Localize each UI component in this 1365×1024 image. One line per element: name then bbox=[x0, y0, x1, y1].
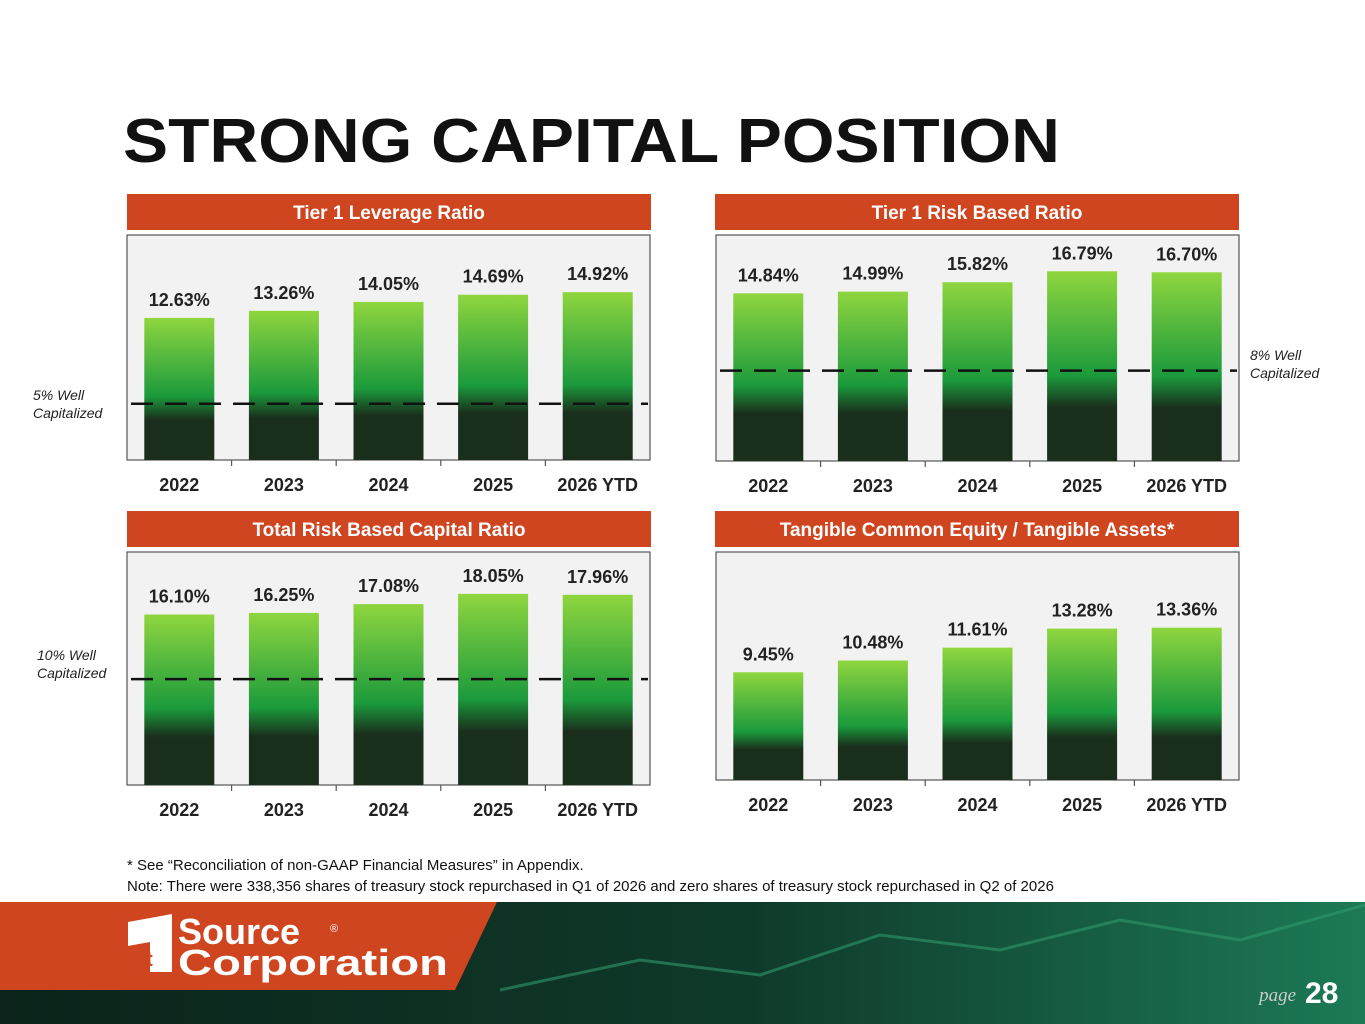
x-tick-label: 2022 bbox=[748, 476, 788, 496]
x-tick-label: 2024 bbox=[957, 476, 997, 496]
bar bbox=[837, 291, 908, 461]
bar bbox=[837, 660, 908, 780]
x-tick-label: 2025 bbox=[1062, 476, 1102, 496]
chart-title: Total Risk Based Capital Ratio bbox=[252, 520, 525, 541]
slide-title: STRONG CAPITAL POSITION bbox=[123, 107, 1060, 176]
value-label: 14.99% bbox=[842, 264, 903, 284]
value-label: 10.48% bbox=[842, 633, 903, 653]
threshold-label: Capitalized bbox=[37, 665, 107, 681]
x-tick-label: 2024 bbox=[957, 795, 997, 815]
x-tick-label: 2026 YTD bbox=[1146, 795, 1227, 815]
chart-title: Tangible Common Equity / Tangible Assets… bbox=[780, 520, 1175, 541]
x-tick-label: 2024 bbox=[368, 800, 408, 820]
x-tick-label: 2026 YTD bbox=[557, 800, 638, 820]
value-label: 14.84% bbox=[738, 265, 799, 285]
threshold-label: Capitalized bbox=[1250, 365, 1320, 381]
value-label: 13.36% bbox=[1156, 600, 1217, 620]
page-label: page bbox=[1257, 985, 1296, 1006]
value-label: 12.63% bbox=[149, 290, 210, 310]
bar bbox=[458, 593, 529, 785]
value-label: 13.28% bbox=[1052, 601, 1113, 621]
logo-shape bbox=[128, 914, 172, 972]
bar bbox=[562, 292, 633, 460]
x-tick-label: 2022 bbox=[159, 800, 199, 820]
x-tick-label: 2022 bbox=[159, 475, 199, 495]
page-number: 28 bbox=[1305, 977, 1338, 1010]
value-label: 16.70% bbox=[1156, 244, 1217, 264]
bar bbox=[733, 672, 804, 780]
footer-decor bbox=[499, 903, 1365, 992]
x-tick-label: 2025 bbox=[1062, 795, 1102, 815]
x-tick-label: 2026 YTD bbox=[557, 475, 638, 495]
chart-title: Tier 1 Leverage Ratio bbox=[293, 203, 485, 224]
x-tick-label: 2025 bbox=[473, 475, 513, 495]
threshold-label: Capitalized bbox=[33, 405, 103, 421]
value-label: 17.96% bbox=[567, 567, 628, 587]
bar bbox=[562, 594, 633, 785]
bar bbox=[248, 612, 319, 785]
bar bbox=[942, 647, 1013, 780]
x-tick-label: 2023 bbox=[264, 475, 304, 495]
x-tick-label: 2022 bbox=[748, 795, 788, 815]
bar bbox=[353, 604, 424, 785]
x-tick-label: 2023 bbox=[853, 795, 893, 815]
value-label: 14.69% bbox=[463, 267, 524, 287]
bar bbox=[1151, 627, 1222, 780]
footer-orange bbox=[0, 902, 497, 990]
value-label: 11.61% bbox=[947, 620, 1007, 640]
bar bbox=[458, 294, 529, 460]
footnote: Note: There were 338,356 shares of treas… bbox=[127, 878, 1054, 895]
x-tick-label: 2023 bbox=[264, 800, 304, 820]
x-tick-label: 2023 bbox=[853, 476, 893, 496]
value-label: 9.45% bbox=[743, 644, 794, 664]
bar bbox=[144, 614, 215, 785]
logo-suffix: st bbox=[135, 949, 153, 971]
bar bbox=[248, 310, 319, 460]
threshold-label: 8% Well bbox=[1250, 347, 1302, 363]
logo-top: Source bbox=[178, 911, 300, 952]
value-label: 14.92% bbox=[567, 264, 628, 284]
value-label: 15.82% bbox=[947, 254, 1008, 274]
value-label: 16.25% bbox=[253, 585, 314, 605]
x-tick-label: 2026 YTD bbox=[1146, 476, 1227, 496]
value-label: 17.08% bbox=[358, 576, 419, 596]
chart-header bbox=[127, 194, 651, 230]
value-label: 14.05% bbox=[358, 274, 419, 294]
chart-header bbox=[715, 511, 1239, 547]
value-label: 18.05% bbox=[463, 566, 524, 586]
logo-mark: ® bbox=[330, 923, 338, 935]
threshold-label: 5% Well bbox=[33, 387, 85, 403]
chart-header bbox=[127, 511, 651, 547]
logo-bottom: Corporation bbox=[178, 942, 448, 983]
bar bbox=[144, 317, 215, 460]
chart-title: Tier 1 Risk Based Ratio bbox=[872, 203, 1083, 224]
chart-header bbox=[715, 194, 1239, 230]
bar bbox=[353, 301, 424, 460]
value-label: 16.79% bbox=[1052, 243, 1113, 263]
value-label: 13.26% bbox=[253, 283, 314, 303]
bar bbox=[733, 293, 804, 461]
value-label: 16.10% bbox=[149, 586, 210, 606]
x-tick-label: 2024 bbox=[368, 475, 408, 495]
x-tick-label: 2025 bbox=[473, 800, 513, 820]
footnote: * See “Reconciliation of non-GAAP Financ… bbox=[127, 857, 584, 874]
bar bbox=[1151, 272, 1222, 461]
threshold-label: 10% Well bbox=[37, 647, 97, 663]
bar bbox=[1047, 271, 1118, 461]
bar bbox=[1047, 628, 1118, 780]
